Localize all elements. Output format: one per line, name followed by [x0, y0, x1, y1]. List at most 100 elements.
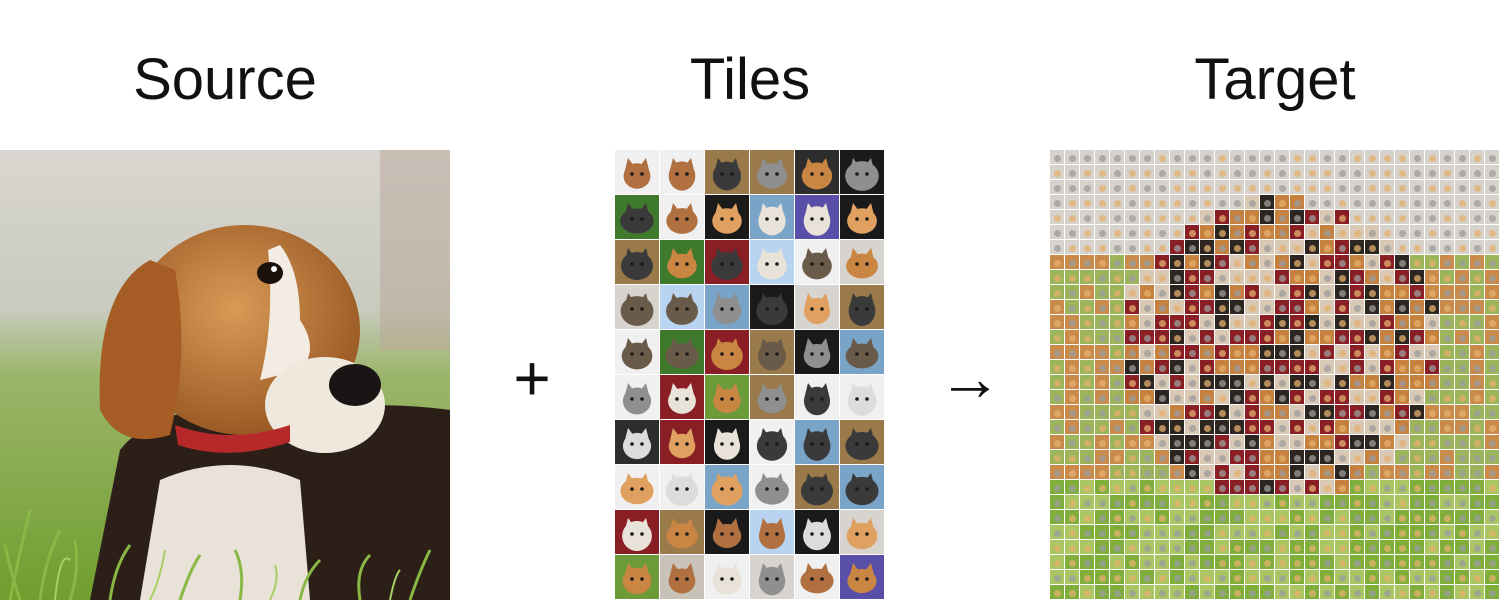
mosaic-tile-cat	[1174, 320, 1181, 327]
mosaic-tile-cat	[1309, 155, 1316, 162]
mosaic-tile-cat	[1054, 200, 1061, 207]
mosaic-tile-cat	[1219, 425, 1226, 432]
mosaic-tile-cat	[1234, 425, 1241, 432]
mosaic-tile-cat	[1174, 425, 1181, 432]
mosaic-tile-cat	[1249, 590, 1256, 597]
mosaic-tile-cat	[1294, 305, 1301, 312]
mosaic-tile-cat	[1234, 560, 1241, 567]
mosaic-tile-cat	[1204, 230, 1211, 237]
mosaic-tile-cat	[1144, 410, 1151, 417]
mosaic-tile-cat	[1099, 485, 1106, 492]
mosaic-tile-cat	[1174, 530, 1181, 537]
mosaic-tile-cat	[1474, 200, 1481, 207]
mosaic-tile-cat	[1294, 575, 1301, 582]
mosaic-tile-cat	[1429, 455, 1436, 462]
mosaic-tile-cat	[1249, 365, 1256, 372]
mosaic-tile-cat	[1369, 575, 1376, 582]
mosaic-tile-cat	[1459, 305, 1466, 312]
mosaic-tile-cat	[1309, 170, 1316, 177]
mosaic-tile-cat	[1114, 485, 1121, 492]
mosaic-tile-cat	[1234, 485, 1241, 492]
target-mosaic	[1050, 150, 1500, 600]
mosaic-tile-cat	[1144, 290, 1151, 297]
mosaic-tile-cat	[1429, 380, 1436, 387]
mosaic-tile-cat	[1369, 245, 1376, 252]
mosaic-tile-cat	[1369, 425, 1376, 432]
mosaic-tile-cat	[1084, 410, 1091, 417]
mosaic-tile-cat	[1249, 500, 1256, 507]
mosaic-tile-cat	[1114, 185, 1121, 192]
mosaic-tile-cat	[1234, 545, 1241, 552]
mosaic-tile-cat	[1444, 395, 1451, 402]
mosaic-tile-cat	[1474, 395, 1481, 402]
mosaic-tile-cat	[1114, 455, 1121, 462]
mosaic-tile-cat	[1189, 485, 1196, 492]
mosaic-tile-cat	[1294, 245, 1301, 252]
mosaic-tile-cat	[1309, 260, 1316, 267]
mosaic-tile-cat	[1414, 215, 1421, 222]
mosaic-tile-cat	[1099, 320, 1106, 327]
mosaic-tile-cat	[1174, 245, 1181, 252]
mosaic-tile-cat	[1189, 200, 1196, 207]
mosaic-tile-cat	[1324, 185, 1331, 192]
mosaic-tile-cat	[1399, 290, 1406, 297]
mosaic-tile-cat	[1444, 365, 1451, 372]
mosaic-tile-cat	[1129, 350, 1136, 357]
mosaic-tile-cat	[1309, 545, 1316, 552]
mosaic-tile-cat	[1429, 485, 1436, 492]
mosaic-tile-cat	[1459, 470, 1466, 477]
mosaic-tile-cat	[1474, 350, 1481, 357]
mosaic-tile-cat	[1249, 545, 1256, 552]
mosaic-tile-cat	[1309, 185, 1316, 192]
mosaic-tile-cat	[1429, 290, 1436, 297]
mosaic-tile-cat	[1129, 485, 1136, 492]
mosaic-tile-cat	[1324, 395, 1331, 402]
mosaic-tile-cat	[1489, 380, 1496, 387]
mosaic-tile-cat	[1069, 560, 1076, 567]
mosaic-tile-cat	[1489, 575, 1496, 582]
cat-tile	[840, 240, 884, 284]
mosaic-tile-cat	[1264, 440, 1271, 447]
mosaic-tile-cat	[1129, 590, 1136, 597]
mosaic-tile-cat	[1474, 260, 1481, 267]
mosaic-tile-cat	[1474, 500, 1481, 507]
mosaic-tile-cat	[1234, 245, 1241, 252]
mosaic-tile-cat	[1294, 395, 1301, 402]
mosaic-tile-cat	[1279, 440, 1286, 447]
mosaic-tile-cat	[1234, 320, 1241, 327]
mosaic-tile-cat	[1069, 500, 1076, 507]
mosaic-tile-cat	[1459, 260, 1466, 267]
mosaic-tile-cat	[1069, 290, 1076, 297]
mosaic-tile-cat	[1129, 500, 1136, 507]
mosaic-tile-cat	[1279, 155, 1286, 162]
mosaic-tile-cat	[1174, 545, 1181, 552]
mosaic-tile-cat	[1354, 545, 1361, 552]
mosaic-tile-cat	[1189, 155, 1196, 162]
mosaic-tile-cat	[1084, 290, 1091, 297]
mosaic-tile-cat	[1444, 440, 1451, 447]
mosaic-tile-cat	[1399, 230, 1406, 237]
mosaic-tile-cat	[1189, 380, 1196, 387]
mosaic-tile-cat	[1234, 290, 1241, 297]
mosaic-tile-cat	[1294, 350, 1301, 357]
mosaic-tile-cat	[1309, 590, 1316, 597]
cat-tile	[750, 240, 794, 284]
mosaic-tile-cat	[1459, 170, 1466, 177]
mosaic-tile-cat	[1159, 590, 1166, 597]
mosaic-tile-cat	[1384, 575, 1391, 582]
mosaic-tile-cat	[1384, 410, 1391, 417]
mosaic-tile-cat	[1204, 215, 1211, 222]
mosaic-tile-cat	[1444, 170, 1451, 177]
mosaic-tile-cat	[1249, 230, 1256, 237]
mosaic-tile-cat	[1339, 575, 1346, 582]
mosaic-tile-cat	[1144, 470, 1151, 477]
mosaic-tile-cat	[1294, 230, 1301, 237]
mosaic-tile-cat	[1324, 200, 1331, 207]
cat-tile	[750, 195, 794, 239]
mosaic-tile-cat	[1159, 515, 1166, 522]
mosaic-tile-cat	[1189, 305, 1196, 312]
mosaic-tile-cat	[1264, 155, 1271, 162]
mosaic-tile-cat	[1429, 530, 1436, 537]
mosaic-tile-cat	[1474, 305, 1481, 312]
mosaic-tile-cat	[1369, 320, 1376, 327]
